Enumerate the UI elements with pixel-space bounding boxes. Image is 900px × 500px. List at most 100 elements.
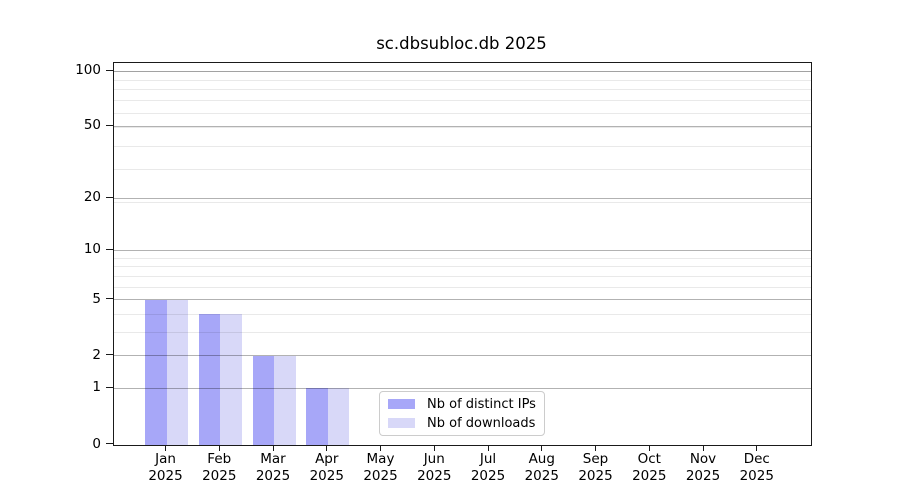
bar-nb-of-downloads bbox=[274, 355, 296, 445]
legend-label: Nb of downloads bbox=[427, 415, 536, 431]
gridline-minor bbox=[114, 79, 811, 81]
gridline-minor bbox=[114, 100, 811, 102]
x-tick-year: 2025 bbox=[148, 468, 183, 484]
x-tick-label: Aug 2025 bbox=[510, 451, 574, 485]
x-tick-label: Jul 2025 bbox=[456, 451, 520, 485]
x-tick-label: Apr 2025 bbox=[295, 451, 359, 485]
x-tick-month: Feb bbox=[207, 451, 232, 467]
x-tick-mark bbox=[272, 445, 274, 451]
y-tick-mark bbox=[106, 298, 113, 300]
y-tick-label: 5 bbox=[92, 290, 101, 307]
bar-nb-of-distinct-ips bbox=[145, 299, 167, 445]
y-tick-mark bbox=[106, 248, 113, 250]
x-tick-label: Mar 2025 bbox=[241, 451, 305, 485]
x-tick-month: Jun bbox=[423, 451, 445, 467]
x-tick-year: 2025 bbox=[417, 468, 452, 484]
gridline-minor bbox=[114, 127, 811, 129]
bar-nb-of-downloads bbox=[220, 314, 242, 445]
y-tick-label: 2 bbox=[92, 346, 101, 363]
bar-nb-of-downloads bbox=[166, 299, 188, 445]
x-tick-month: Nov bbox=[689, 451, 717, 467]
x-tick-year: 2025 bbox=[255, 468, 291, 484]
x-tick-month: Jan bbox=[155, 451, 176, 467]
gridline-major bbox=[114, 299, 811, 301]
x-tick-mark bbox=[326, 445, 328, 451]
x-tick-month: Apr bbox=[315, 451, 339, 467]
x-tick-label: Oct 2025 bbox=[617, 451, 681, 485]
y-tick-mark bbox=[106, 354, 113, 356]
gridline-minor bbox=[114, 275, 811, 277]
gridline-major bbox=[114, 70, 811, 72]
x-tick-label: May 2025 bbox=[349, 451, 413, 485]
x-tick-year: 2025 bbox=[363, 468, 398, 484]
legend: Nb of distinct IPs Nb of downloads bbox=[379, 391, 545, 436]
y-tick-mark bbox=[106, 386, 113, 388]
x-tick-label: Dec 2025 bbox=[725, 451, 789, 485]
gridline-major bbox=[114, 197, 811, 199]
x-tick-label: Jan 2025 bbox=[134, 451, 198, 485]
gridline-major bbox=[114, 249, 811, 251]
x-tick-month: Oct bbox=[637, 451, 661, 467]
x-tick-year: 2025 bbox=[309, 468, 344, 484]
y-tick-label: 1 bbox=[92, 379, 101, 396]
x-tick-mark bbox=[165, 445, 166, 451]
x-tick-month: Aug bbox=[528, 451, 555, 467]
x-tick-mark bbox=[648, 445, 650, 451]
y-tick-label: 0 bbox=[92, 435, 101, 452]
gridline-minor bbox=[114, 266, 811, 268]
x-tick-month: Mar bbox=[260, 451, 286, 467]
x-tick-month: Sep bbox=[582, 451, 609, 467]
gridline-minor bbox=[114, 257, 811, 259]
legend-item: Nb of distinct IPs bbox=[380, 395, 544, 413]
y-tick-label: 20 bbox=[83, 189, 101, 206]
x-tick-mark bbox=[595, 445, 596, 451]
x-tick-mark bbox=[487, 445, 489, 451]
gridline-minor bbox=[114, 286, 811, 288]
y-tick-label: 50 bbox=[83, 117, 101, 134]
bar-nb-of-distinct-ips bbox=[198, 314, 221, 445]
x-tick-mark bbox=[541, 445, 543, 451]
legend-item: Nb of downloads bbox=[380, 414, 544, 432]
x-tick-year: 2025 bbox=[685, 468, 721, 484]
x-tick-label: Nov 2025 bbox=[671, 451, 735, 485]
x-tick-mark bbox=[380, 445, 381, 451]
bar-nb-of-distinct-ips bbox=[306, 388, 328, 445]
legend-swatch-icon bbox=[388, 418, 415, 428]
x-tick-year: 2025 bbox=[524, 468, 559, 484]
gridline-minor bbox=[114, 201, 811, 203]
gridline-minor bbox=[114, 168, 811, 170]
gridline-minor bbox=[114, 112, 811, 114]
y-tick-mark bbox=[106, 443, 113, 444]
legend-label: Nb of distinct IPs bbox=[427, 396, 536, 412]
x-tick-month: May bbox=[366, 451, 395, 467]
y-tick-label: 100 bbox=[75, 62, 101, 79]
x-tick-label: Sep 2025 bbox=[564, 451, 628, 485]
x-tick-month: Dec bbox=[743, 451, 770, 467]
gridline-minor bbox=[114, 71, 811, 73]
x-tick-mark bbox=[702, 445, 704, 451]
bar-nb-of-downloads bbox=[327, 388, 350, 445]
x-tick-year: 2025 bbox=[470, 468, 506, 484]
bar-nb-of-distinct-ips bbox=[252, 355, 274, 445]
x-tick-mark bbox=[756, 445, 758, 451]
x-tick-label: Jun 2025 bbox=[402, 451, 466, 485]
chart-title: sc.dbsubloc.db 2025 bbox=[376, 34, 547, 53]
y-tick-mark bbox=[106, 69, 113, 71]
x-tick-year: 2025 bbox=[739, 468, 774, 484]
x-tick-year: 2025 bbox=[578, 468, 613, 484]
x-tick-year: 2025 bbox=[202, 468, 237, 484]
y-tick-mark bbox=[106, 196, 113, 198]
gridline-minor bbox=[114, 145, 811, 147]
y-tick-mark bbox=[106, 124, 113, 126]
legend-swatch-icon bbox=[388, 399, 415, 409]
gridline-minor bbox=[114, 89, 811, 91]
x-tick-month: Jul bbox=[479, 451, 497, 467]
x-tick-label: Feb 2025 bbox=[187, 451, 251, 485]
x-tick-mark bbox=[218, 445, 220, 451]
x-tick-mark bbox=[433, 445, 435, 451]
x-tick-year: 2025 bbox=[632, 468, 667, 484]
y-tick-label: 10 bbox=[83, 241, 101, 258]
plot-area: Nb of distinct IPs Nb of downloads bbox=[113, 62, 812, 446]
gridline-major bbox=[114, 125, 811, 127]
